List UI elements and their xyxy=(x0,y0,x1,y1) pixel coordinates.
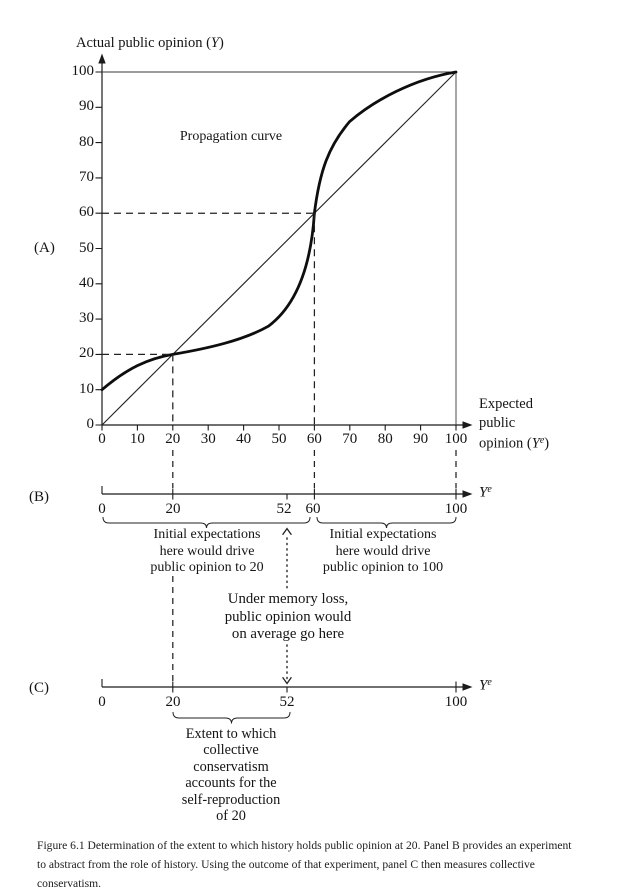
panel-b-tick-label: 100 xyxy=(444,501,468,517)
x-tick-label: 40 xyxy=(236,431,252,447)
memory-loss-note: Under memory loss, public opinion would … xyxy=(224,591,352,642)
x-tick-label: 30 xyxy=(200,431,216,447)
panel-b-tick-marks xyxy=(101,486,457,500)
x-tick-label: 60 xyxy=(306,431,322,447)
figure-caption: Figure 6.1 Determination of the extent t… xyxy=(37,839,572,890)
y-axis-title-variable: Y xyxy=(210,35,219,51)
panel-a-to-b-connectors xyxy=(172,450,457,488)
x-tick-label: 80 xyxy=(377,431,393,447)
panel-c-label: (C) xyxy=(29,680,49,696)
y-tick-label: 70 xyxy=(79,168,94,185)
x-tick-label: 0 xyxy=(98,431,106,447)
forty-five-degree-line xyxy=(101,71,457,426)
x-tick-label: 70 xyxy=(342,431,358,447)
panel-a-y-axis-title: Actual public opinion (Y) xyxy=(76,35,224,51)
x-axis-title-variable: Y xyxy=(531,435,540,452)
panel-b-left-brace xyxy=(102,516,311,529)
y-tick-label: 90 xyxy=(79,98,94,115)
x-tick-label: 50 xyxy=(271,431,287,447)
panel-c-axis xyxy=(101,679,464,693)
y-tick-label: 50 xyxy=(79,239,94,256)
curve-label: Propagation curve xyxy=(179,129,283,144)
panel-b-tick-label: 60 xyxy=(305,501,321,517)
y-tick-label: 20 xyxy=(79,345,94,362)
panel-c-brace-note: Extent to which collective conservatism … xyxy=(181,726,281,825)
y-axis-title-text: Actual public opinion ( xyxy=(76,35,211,51)
panel-c-tick-marks xyxy=(101,679,457,693)
panel-a-x-tick-marks xyxy=(101,425,457,431)
panel-b-label: (B) xyxy=(29,489,49,505)
y-axis-arrow-icon xyxy=(98,53,106,64)
y-tick-label: 40 xyxy=(79,274,94,291)
memory-loss-arrowheads xyxy=(282,527,292,685)
panel-b-tick-label: 20 xyxy=(165,501,181,517)
x-tick-label: 90 xyxy=(413,431,429,447)
panel-a-axes xyxy=(101,63,464,426)
panel-b-tick-label: 0 xyxy=(98,501,106,517)
panel-b-braces xyxy=(102,516,457,529)
panel-c-tick-label: 0 xyxy=(98,694,106,710)
y-tick-label: 60 xyxy=(79,204,94,221)
panel-b-axis-arrow-icon xyxy=(462,490,473,498)
panel-c-brace xyxy=(172,711,291,724)
panel-c-axis-arrow-icon xyxy=(462,683,473,691)
x-tick-label: 10 xyxy=(129,431,145,447)
down-chevron-arrow-icon xyxy=(282,676,292,685)
panel-c-tick-label: 20 xyxy=(165,694,181,710)
panel-b-tick-label: 52 xyxy=(276,501,292,517)
y-tick-label: 30 xyxy=(79,310,94,327)
panel-b-right-note: Initial expectations here would drive pu… xyxy=(322,527,444,575)
panel-a-axis-arrowheads xyxy=(98,53,473,429)
y-tick-label: 100 xyxy=(71,63,95,79)
x-tick-label: 20 xyxy=(165,431,181,447)
panel-c-tick-label: 52 xyxy=(279,694,295,710)
x-axis-arrow-icon xyxy=(462,421,473,429)
panel-a-y-tick-marks xyxy=(95,71,102,426)
propagation-curve-path xyxy=(100,70,458,392)
panel-b-axis xyxy=(101,486,464,500)
y-tick-label: 0 xyxy=(86,416,95,432)
y-tick-label: 10 xyxy=(79,380,94,397)
panel-c-axis-symbol: Ye xyxy=(479,677,492,694)
x-tick-label: 100 xyxy=(444,431,468,447)
panel-b-axis-symbol: Ye xyxy=(479,484,492,501)
panel-b-left-note: Initial expectations here would drive pu… xyxy=(150,527,264,575)
panel-a-x-axis-title: Expected public opinion (Ye) xyxy=(479,396,550,452)
panel-c-tick-label: 100 xyxy=(444,694,468,710)
up-chevron-arrow-icon xyxy=(282,527,292,536)
panel-b-right-brace xyxy=(316,516,457,529)
y-tick-label: 80 xyxy=(79,133,94,150)
panel-a-label: (A) xyxy=(34,240,55,256)
